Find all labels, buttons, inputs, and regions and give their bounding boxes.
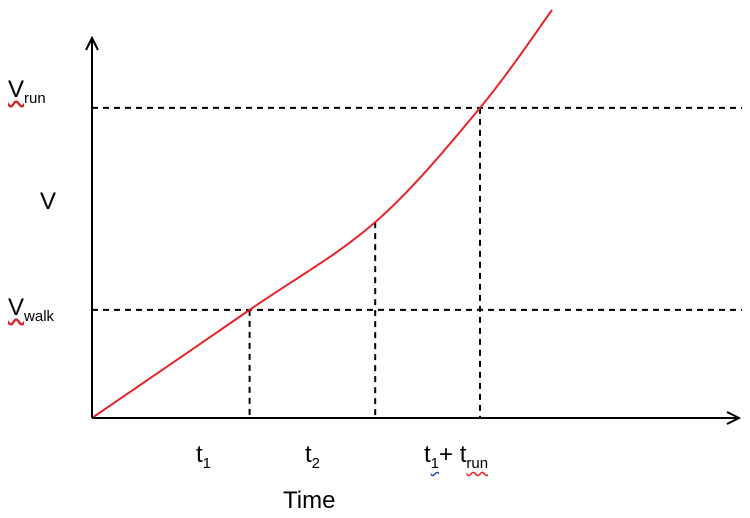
x-marker-t1-main-2: t [424, 441, 431, 468]
y-marker-walk-sub: walk [24, 308, 55, 325]
y-axis-arrow [85, 35, 99, 51]
x-marker-run-sub: run [466, 455, 489, 472]
x-marker-t2-sub: 2 [311, 455, 321, 472]
x-marker-t2-label: t2 [305, 441, 320, 472]
x-axis-arrow [726, 411, 742, 425]
velocity-curve [91, 9, 553, 419]
x-marker-t1-plus-trun-label: t1+ trun [424, 441, 488, 472]
y-marker-run-sub: run [24, 90, 46, 107]
x-marker-t1-label: t1 [196, 441, 211, 472]
x-marker-t1-sub-2: 1 [430, 455, 440, 472]
y-marker-walk-main: V [8, 294, 25, 321]
y-marker-run-label: Vrun [8, 76, 46, 107]
x-marker-t1-main: t [196, 441, 203, 468]
y-marker-run-main: V [8, 76, 25, 103]
x-marker-t1-sub: 1 [202, 455, 212, 472]
x-marker-plus-t: + t [439, 441, 467, 468]
x-axis-label: Time [283, 487, 336, 514]
y-marker-walk-label: Vwalk [8, 294, 54, 325]
x-marker-t2-main: t [305, 441, 312, 468]
y-axis-label: V [40, 188, 57, 215]
